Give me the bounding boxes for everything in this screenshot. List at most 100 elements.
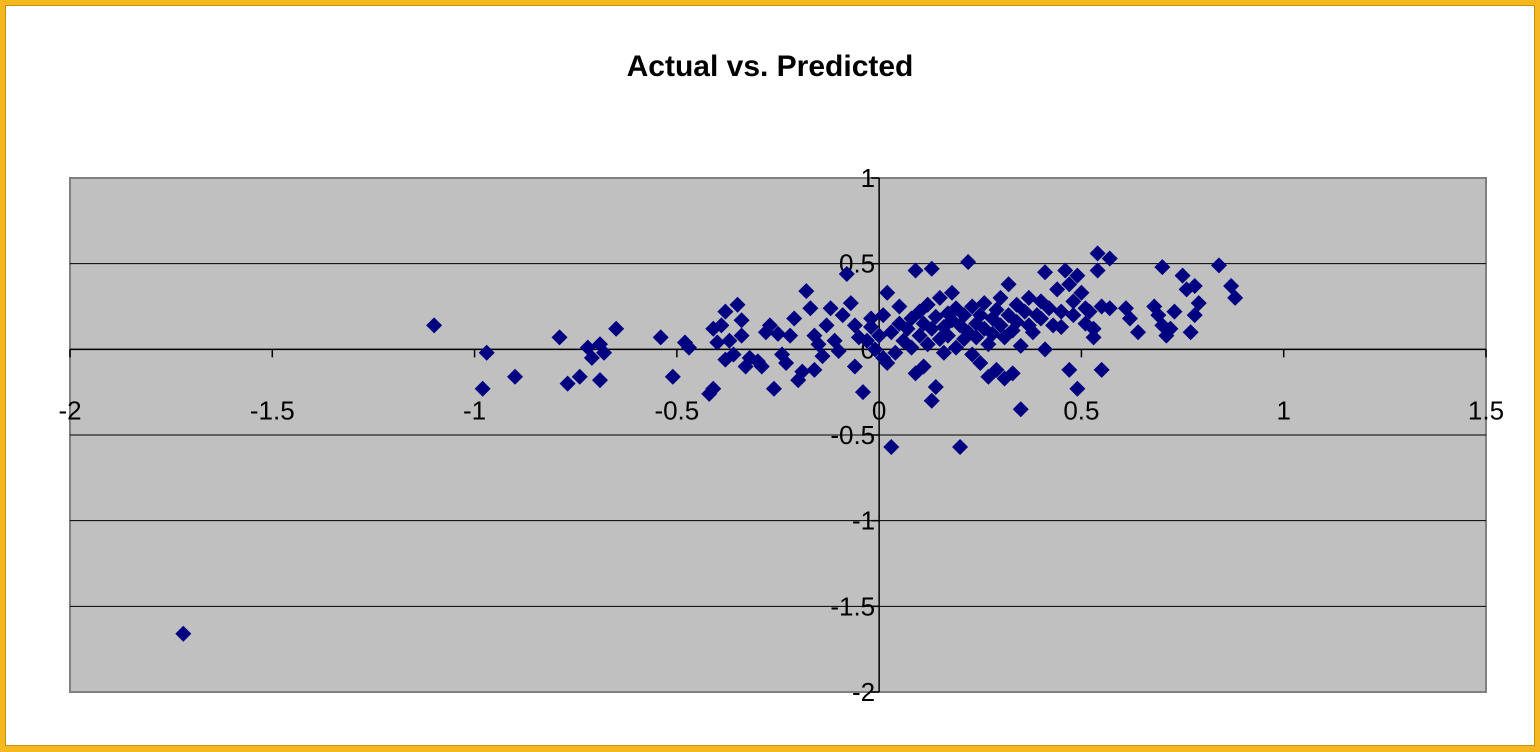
- data-point: [854, 384, 871, 401]
- axes: [69, 177, 1487, 693]
- data-point: [923, 260, 940, 277]
- x-tick-label: 1.5: [1468, 395, 1504, 425]
- x-tick-label: 0.5: [1063, 395, 1099, 425]
- data-point: [551, 329, 568, 346]
- data-point: [1061, 361, 1078, 378]
- data-point: [875, 307, 892, 324]
- data-point: [778, 355, 795, 372]
- data-point: [988, 361, 1005, 378]
- data-point: [1085, 320, 1102, 337]
- data-point: [664, 368, 681, 385]
- data-point: [713, 317, 730, 334]
- data-point: [1121, 310, 1138, 327]
- data-point: [984, 325, 1001, 342]
- data-point: [943, 284, 960, 301]
- data-point: [1186, 307, 1203, 324]
- data-point: [972, 355, 989, 372]
- data-point: [988, 301, 1005, 318]
- data-point: [1174, 267, 1191, 284]
- x-tick-label: -0.5: [654, 395, 699, 425]
- data-point: [879, 355, 896, 372]
- data-point: [680, 339, 697, 356]
- data-point: [559, 375, 576, 392]
- data-point: [846, 358, 863, 375]
- data-point: [761, 317, 778, 334]
- y-tick-label: -1: [852, 506, 875, 536]
- data-point: [1032, 310, 1049, 327]
- data-point: [1210, 257, 1227, 274]
- x-tick-label: 0: [872, 395, 886, 425]
- data-point: [729, 296, 746, 313]
- data-point: [1093, 361, 1110, 378]
- data-point: [879, 284, 896, 301]
- data-point: [1041, 300, 1058, 317]
- chart-title: Actual vs. Predicted: [627, 50, 914, 83]
- data-point: [1162, 320, 1179, 337]
- data-point: [830, 343, 847, 360]
- data-point: [935, 344, 952, 361]
- data-point: [1081, 303, 1098, 320]
- data-point: [717, 303, 734, 320]
- data-point: [919, 336, 936, 353]
- data-point: [794, 363, 811, 380]
- data-point: [911, 327, 928, 344]
- data-point: [992, 317, 1009, 334]
- data-point: [927, 379, 944, 396]
- data-point: [1065, 293, 1082, 310]
- data-point: [871, 327, 888, 344]
- data-point: [972, 307, 989, 324]
- data-point: [753, 358, 770, 375]
- data-point: [818, 317, 835, 334]
- data-point: [1089, 245, 1106, 262]
- data-point: [863, 310, 880, 327]
- data-point: [960, 253, 977, 270]
- data-point: [1024, 324, 1041, 341]
- data-point: [1130, 324, 1147, 341]
- data-point: [964, 298, 981, 315]
- data-point: [931, 289, 948, 306]
- data-point: [507, 368, 524, 385]
- data-point: [725, 346, 742, 363]
- data-point: [919, 296, 936, 313]
- data-point: [721, 332, 738, 349]
- data-point: [1154, 259, 1171, 276]
- data-point: [810, 336, 827, 353]
- x-tick-label: 1: [1276, 395, 1290, 425]
- data-point: [846, 317, 863, 334]
- data-point: [867, 341, 884, 358]
- data-point: [709, 334, 726, 351]
- data-point: [1004, 365, 1021, 382]
- y-tick-label: -0.5: [830, 420, 875, 450]
- data-point: [591, 372, 608, 389]
- data-point: [1089, 262, 1106, 279]
- data-point: [175, 625, 192, 642]
- data-point: [923, 320, 940, 337]
- data-point: [765, 380, 782, 397]
- data-point: [1037, 341, 1054, 358]
- data-point: [859, 332, 876, 349]
- data-point: [907, 262, 924, 279]
- data-point: [964, 346, 981, 363]
- data-point: [1182, 324, 1199, 341]
- data-point: [883, 438, 900, 455]
- data-point: [976, 295, 993, 312]
- scatter-chart: Actual vs. Predicted -2 -1.5 -1 -0.5 0 0.5 1 1.…: [58, 50, 1504, 707]
- data-point: [1069, 267, 1086, 284]
- y-tick-label: 1: [861, 163, 875, 193]
- data-point: [1057, 262, 1074, 279]
- y-tick-label: -1.5: [830, 591, 875, 621]
- data-point: [802, 300, 819, 317]
- x-tick-label: -1: [463, 395, 486, 425]
- data-point: [903, 339, 920, 356]
- data-point: [814, 348, 831, 365]
- data-point: [583, 349, 600, 366]
- data-point: [956, 307, 973, 324]
- data-point: [834, 307, 851, 324]
- x-tick-label: -1.5: [250, 395, 295, 425]
- data-point: [770, 325, 786, 342]
- data-point: [705, 380, 722, 397]
- data-point: [822, 300, 839, 317]
- data-point: [1065, 307, 1082, 324]
- data-point: [1101, 250, 1118, 267]
- data-point: [733, 327, 750, 344]
